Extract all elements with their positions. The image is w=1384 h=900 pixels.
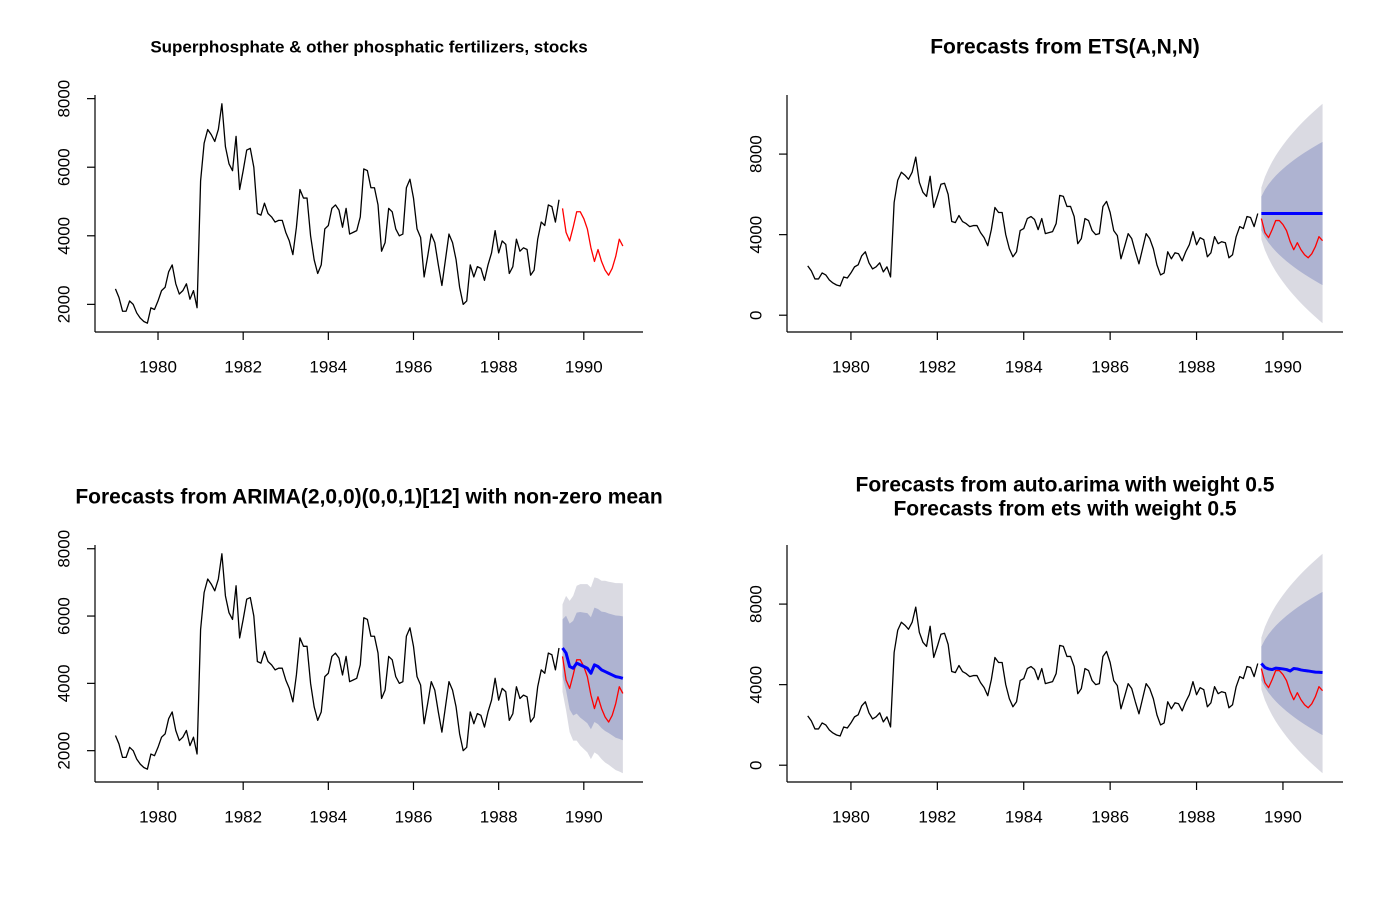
chart-title: Forecasts from ETS(A,N,N) [930,36,1200,59]
x-tick-label: 1982 [918,807,956,826]
series-line [561,208,624,276]
x-tick-label: 1980 [139,357,177,376]
y-tick-label: 6000 [54,148,73,186]
y-tick-label: 0 [746,310,765,319]
x-tick-label: 1982 [224,807,262,826]
x-tick-label: 1984 [309,357,347,376]
x-tick-label: 1988 [480,357,518,376]
chart-title: Forecasts from ARIMA(2,0,0)(0,0,1)[12] w… [75,486,662,509]
x-tick-label: 1988 [1178,807,1216,826]
chart-title: Forecasts from auto.arima with weight 0.… [856,474,1275,497]
prediction-interval [562,607,623,741]
series-line [807,606,1259,737]
x-tick-label: 1986 [395,807,433,826]
prediction-interval [1261,591,1323,736]
x-tick-label: 1990 [565,807,603,826]
y-tick-label: 4000 [746,216,765,254]
y-tick-label: 2000 [54,285,73,323]
x-tick-label: 1990 [1264,357,1302,376]
y-tick-label: 8000 [54,530,73,568]
series-line [561,647,624,680]
series-line [561,656,624,723]
x-tick-label: 1984 [1005,357,1043,376]
y-tick-label: 4000 [746,666,765,704]
x-tick-label: 1988 [1178,357,1216,376]
y-tick-label: 6000 [54,597,73,635]
series-line [1260,218,1324,259]
x-tick-label: 1990 [565,357,603,376]
x-tick-label: 1982 [224,357,262,376]
series-line [1260,668,1324,709]
x-tick-label: 1980 [832,807,870,826]
x-tick-label: 1990 [1264,807,1302,826]
x-tick-label: 1982 [918,357,956,376]
x-tick-label: 1980 [139,807,177,826]
y-tick-label: 4000 [54,217,73,255]
y-tick-label: 0 [746,760,765,769]
x-tick-label: 1984 [1005,807,1043,826]
y-tick-label: 8000 [746,585,765,623]
series-line [114,103,560,324]
chart-title: Superphosphate & other phosphatic fertil… [150,37,587,56]
y-tick-label: 8000 [746,135,765,173]
x-tick-label: 1980 [832,357,870,376]
chart-title: Forecasts from ets with weight 0.5 [893,498,1236,521]
x-tick-label: 1988 [480,807,518,826]
x-tick-label: 1986 [1091,807,1129,826]
x-tick-label: 1986 [395,357,433,376]
series-line [807,156,1259,287]
series-line [114,553,560,770]
y-tick-label: 2000 [54,732,73,770]
y-tick-label: 4000 [54,664,73,702]
y-tick-label: 8000 [54,80,73,118]
x-tick-label: 1986 [1091,357,1129,376]
x-tick-label: 1984 [309,807,347,826]
series-line [1260,662,1323,675]
